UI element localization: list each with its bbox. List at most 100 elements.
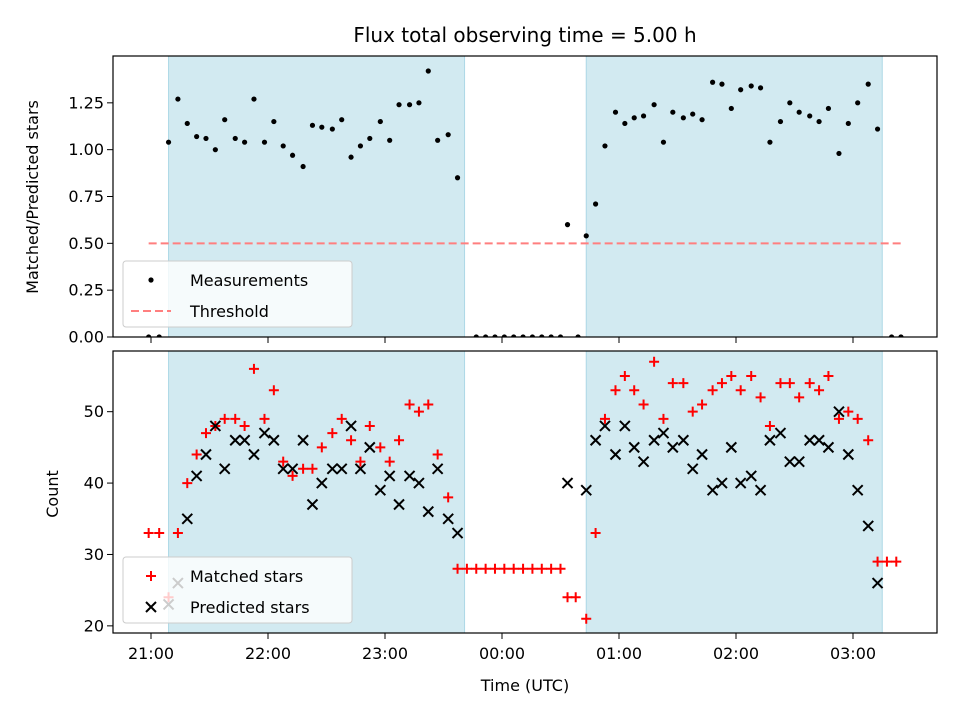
predicted-stars-point	[383, 470, 396, 482]
predicted-stars-point	[374, 484, 387, 496]
predicted-stars-point	[648, 434, 660, 446]
matched-stars-point	[570, 592, 581, 603]
matched-stars-point	[784, 378, 795, 389]
y-tick-label: 50	[84, 402, 104, 421]
measurement-point	[612, 109, 619, 115]
predicted-stars-point	[774, 427, 787, 439]
matched-stars-point	[259, 413, 270, 424]
predicted-stars-point	[599, 420, 611, 432]
matched-stars-point	[154, 528, 165, 539]
predicted-stars-point	[561, 477, 574, 489]
measurement-point	[445, 132, 451, 138]
predicted-stars-point	[209, 420, 222, 432]
measurement-point	[660, 139, 667, 145]
matched-stars-point	[172, 528, 183, 539]
y-tick-label: 1.00	[68, 140, 104, 159]
matched-stars-point	[268, 385, 279, 396]
measurement-point	[583, 233, 589, 239]
measurement-point	[719, 81, 725, 87]
y-tick-label: 20	[84, 616, 104, 635]
predicted-stars-point	[219, 463, 231, 475]
matched-stars-point	[364, 420, 375, 431]
measurement-point	[710, 79, 716, 85]
measurement-point	[836, 150, 842, 157]
predicted-stars-point	[364, 441, 376, 454]
shaded-interval	[585, 55, 883, 338]
measurement-point	[319, 124, 325, 130]
matched-stars-point	[755, 392, 766, 403]
measurement-point	[416, 100, 422, 106]
measurement-point	[575, 334, 581, 337]
matched-stars-point	[404, 399, 415, 410]
legend-label: Predicted stars	[190, 598, 310, 617]
measurement-point	[232, 135, 238, 142]
axes-frame	[112, 350, 938, 634]
matched-stars-point	[432, 449, 443, 460]
y-tick-label: 30	[84, 545, 104, 564]
matched-stars-point	[823, 370, 834, 381]
matched-stars-point	[775, 378, 786, 389]
bottom-y-axis-label: Count	[43, 470, 62, 518]
predicted-stars-point	[813, 434, 825, 446]
matched-stars-point	[619, 370, 630, 381]
matched-stars-point	[298, 463, 309, 474]
legend-label: Matched stars	[190, 567, 303, 586]
legend: Matched stars Predicted stars	[122, 556, 353, 624]
measurement-point	[738, 87, 744, 93]
x-tick-label: 23:00	[362, 644, 408, 663]
matched-stars-point	[355, 456, 366, 467]
predicted-stars-point	[190, 470, 203, 482]
measurement-point	[367, 135, 373, 142]
matched-stars-point	[707, 385, 718, 396]
measurement-point	[845, 120, 851, 127]
measurement-point	[271, 118, 277, 125]
predicted-stars-point	[677, 434, 690, 446]
matched-stars-point	[461, 563, 472, 574]
measurement-point	[146, 334, 152, 337]
measurement-point	[865, 81, 871, 87]
predicted-stars-point	[422, 505, 434, 518]
matched-stars-point	[658, 413, 669, 424]
matched-stars-point	[687, 406, 698, 417]
measurement-point	[631, 115, 637, 121]
matched-stars-point	[239, 420, 250, 431]
matched-stars-point	[794, 392, 805, 403]
predicted-stars-point	[413, 477, 425, 489]
measurement-point	[339, 117, 345, 123]
predicted-stars-point	[851, 484, 864, 496]
matched-stars-point	[423, 399, 434, 410]
predicted-stars-point	[764, 434, 776, 446]
predicted-stars-point	[306, 498, 319, 511]
matched-stars-point	[191, 449, 202, 460]
predicted-stars-point	[326, 463, 339, 475]
predicted-stars-point	[258, 427, 271, 439]
legend-label: Measurements	[190, 271, 308, 290]
predicted-stars-point	[833, 405, 845, 418]
y-tick-label: 0.50	[68, 234, 104, 253]
measurement-point	[807, 113, 813, 119]
matched-stars-point	[287, 470, 298, 481]
predicted-stars-point	[637, 455, 650, 468]
predicted-stars-point	[667, 441, 679, 454]
measurement-point	[748, 83, 754, 89]
measurement-point	[777, 118, 784, 125]
measurement-point	[728, 105, 734, 112]
matched-stars-point	[872, 556, 883, 567]
measurement-point	[309, 122, 316, 128]
measurement-point	[855, 100, 861, 106]
measurement-point	[396, 102, 402, 108]
chart-title: Flux total observing time = 5.00 h	[353, 23, 696, 47]
measurement-point	[387, 137, 393, 143]
matched-stars-point	[638, 399, 649, 410]
predicted-stars-point	[580, 484, 592, 496]
predicted-stars-point	[619, 420, 631, 432]
matched-stars-point	[527, 563, 538, 574]
matched-stars-point	[307, 463, 318, 474]
predicted-stars-point	[393, 498, 405, 511]
measurement-point	[816, 118, 822, 125]
legend: Measurements Threshold	[122, 260, 353, 328]
matched-stars-point	[697, 399, 708, 410]
measurement-point	[184, 120, 190, 127]
predicted-stars-point	[784, 455, 796, 468]
